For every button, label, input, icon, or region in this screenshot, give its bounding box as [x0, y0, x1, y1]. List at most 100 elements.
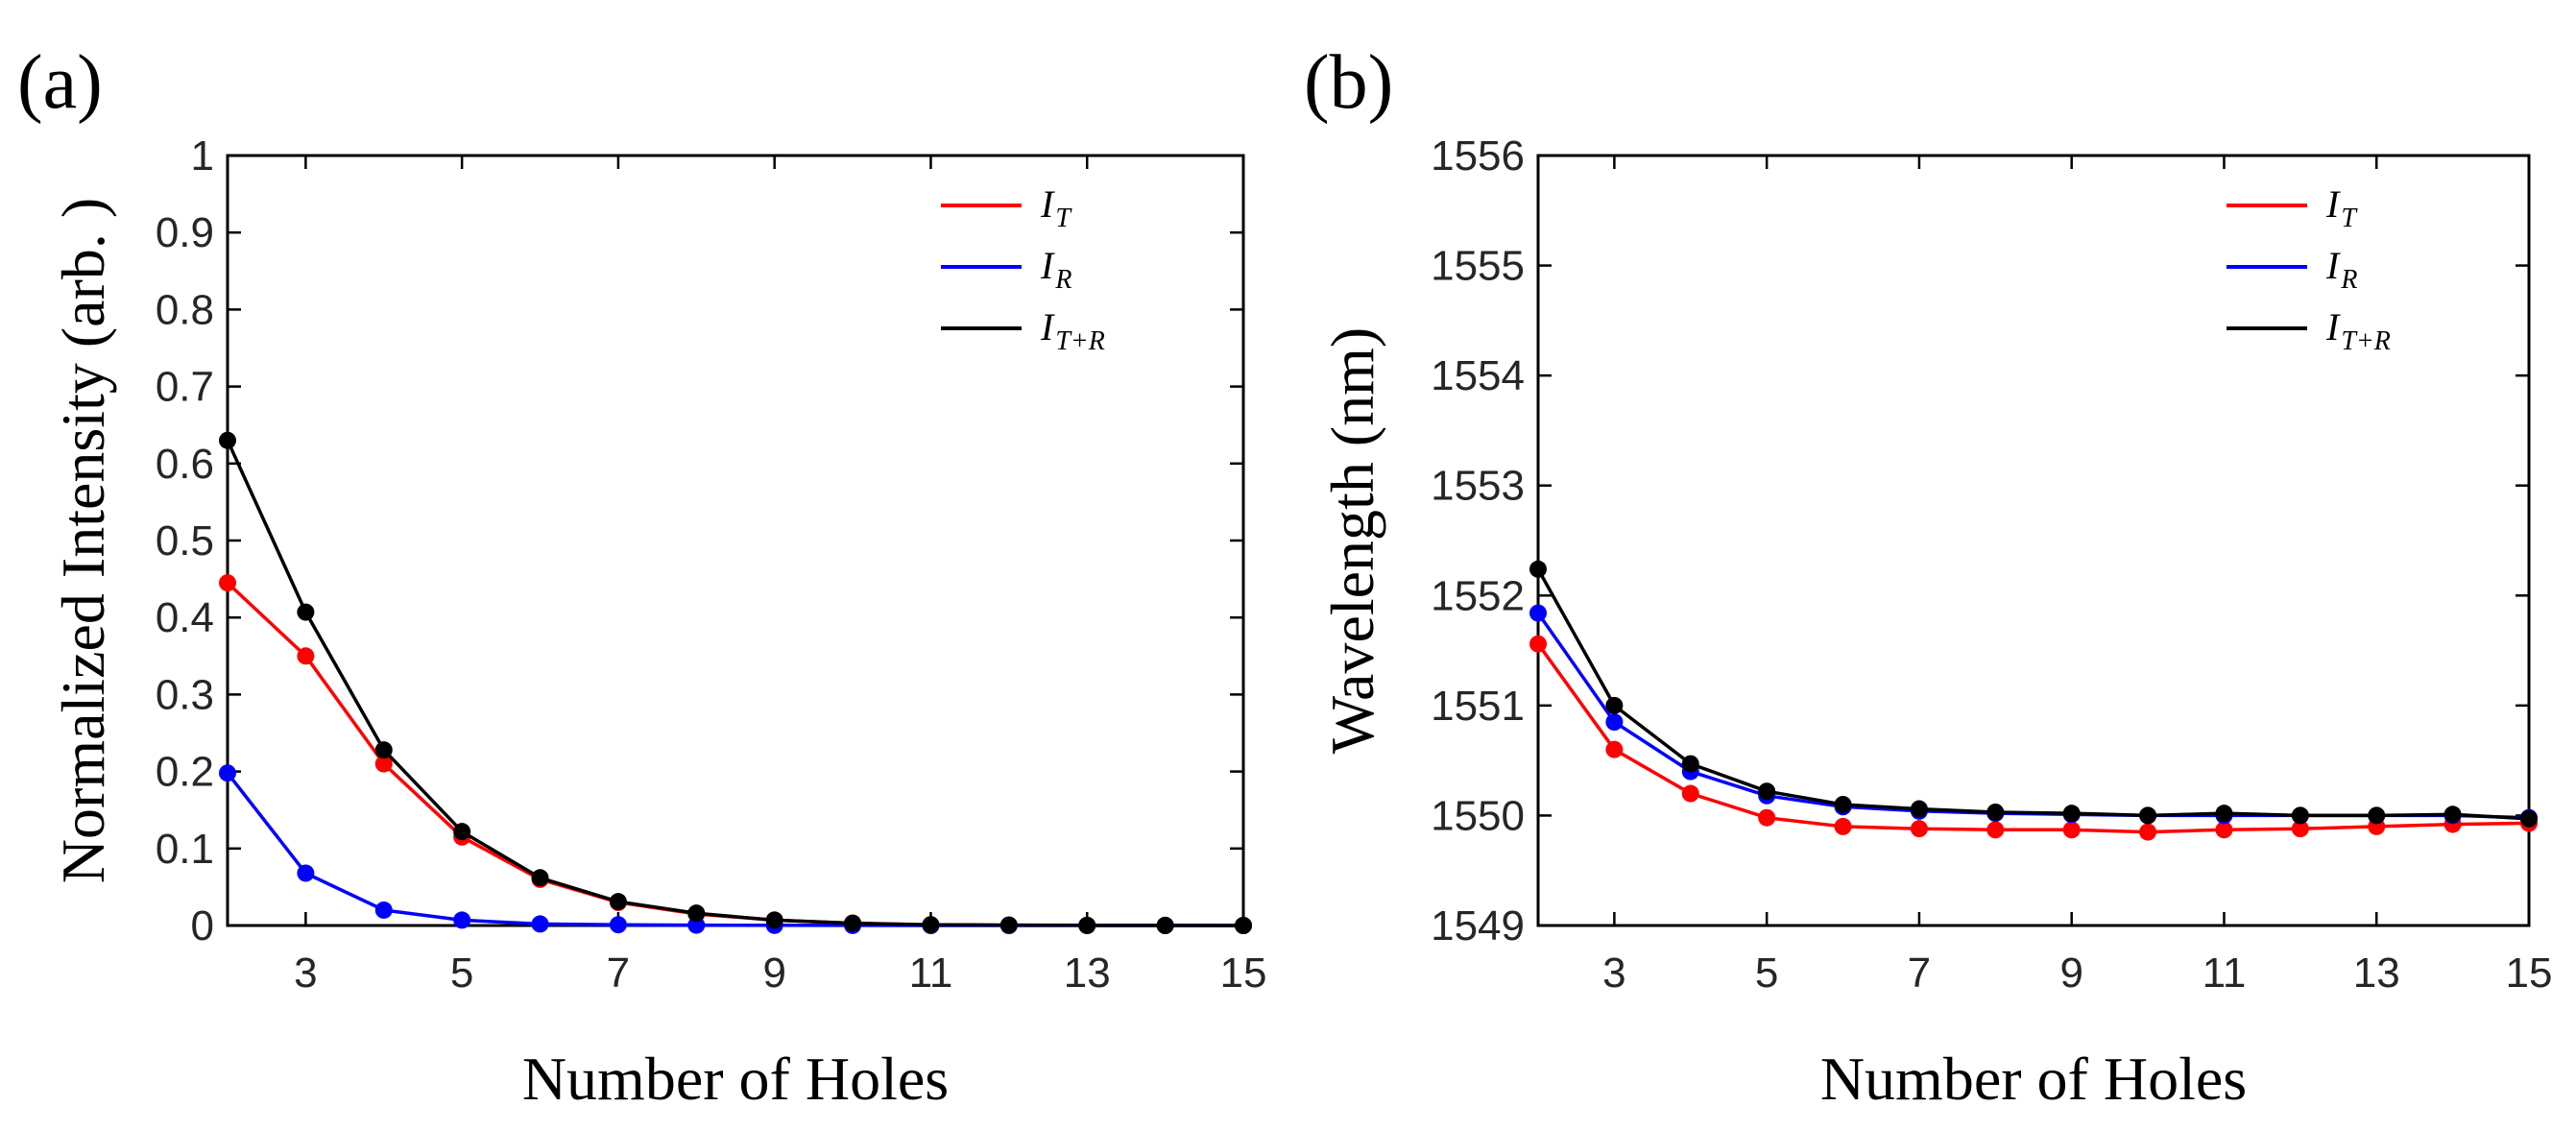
chart2-data-point	[2291, 806, 2309, 825]
chart2-y-axis-label: Wavelength (nm)	[1318, 327, 1386, 754]
chart2-data-point	[1910, 800, 1928, 818]
chart2-ytick-label: 1550	[1431, 792, 1525, 839]
chart2-ytick-label: 1553	[1431, 463, 1525, 510]
chart2-data-point	[2139, 806, 2157, 825]
chart1-data-point	[1078, 916, 1096, 934]
chart1-data-point	[1235, 917, 1252, 934]
chart2-data-point	[1758, 808, 1776, 827]
chart2-data-point	[1529, 604, 1547, 622]
chart2-legend-subscript: R	[2340, 265, 2357, 295]
chart1-ytick-label: 0.2	[156, 749, 214, 796]
chart2-data-point	[1681, 755, 1699, 773]
chart2-data-point	[2062, 821, 2081, 839]
chart2-xtick-label: 9	[2059, 950, 2082, 997]
chart2-data-point	[2368, 806, 2386, 825]
chart2-ytick-label: 1554	[1431, 352, 1525, 399]
chart2-series-T+R	[1529, 560, 2538, 828]
chart1-data-point	[844, 914, 862, 932]
chart2-legend-subscript: T	[2341, 204, 2358, 233]
chart1-xtick-label: 5	[450, 950, 473, 997]
chart1-xtick-label: 7	[607, 950, 630, 997]
chart1-legend-entry: IT	[1040, 182, 1072, 233]
chart2-series-T	[1529, 635, 2538, 841]
chart2-legend-name: I	[2325, 305, 2341, 349]
chart1-legend-entry: IR	[1040, 244, 1071, 295]
chart2-xtick-label: 13	[2353, 950, 2400, 997]
chart2-data-point	[1681, 784, 1699, 803]
chart2: (b) 1549 1550 1551 1552 1553 1554 1555 1556 3 5 7 9 1…	[1304, 40, 2552, 1113]
chart2-data-point	[1529, 635, 1547, 653]
chart2-data-point	[2139, 823, 2157, 841]
chart2-x-axis-label: Number of Holes	[1820, 1045, 2247, 1113]
chart2-data-point	[1834, 795, 1852, 813]
chart2-legend-entry: IT+R	[2325, 305, 2391, 356]
chart1-data-point	[531, 869, 549, 887]
chart2-series-R	[1529, 604, 2538, 827]
chart2-ytick-label: 1549	[1431, 902, 1525, 950]
chart1-ytick-label: 0	[191, 902, 214, 950]
chart1-ytick-label: 0.4	[156, 594, 214, 641]
chart1-ytick-label: 0.6	[156, 441, 214, 488]
chart2-ytick-label: 1556	[1431, 132, 1525, 180]
chart1-data-point	[453, 911, 471, 929]
chart2-legend-subscript: T+R	[2341, 326, 2391, 356]
chart1-ytick-label: 0.7	[156, 364, 214, 411]
chart1-xtick-label: 15	[1220, 950, 1267, 997]
chart2-xtick-label: 7	[1908, 950, 1931, 997]
chart2-data-point	[1605, 740, 1624, 758]
chart1-legend-name: I	[1040, 244, 1055, 287]
chart2-ytick-label: 1552	[1431, 572, 1525, 619]
chart2-data-point	[1529, 560, 1547, 578]
chart2-data-point	[1605, 713, 1624, 732]
chart1-xtick-label: 3	[294, 950, 317, 997]
chart1-data-point	[687, 916, 706, 934]
chart1-xtick-label: 13	[1064, 950, 1111, 997]
chart2-panel-label: (b)	[1304, 40, 1393, 125]
chart2-series-line	[1536, 642, 2530, 834]
chart2-data-point	[1986, 821, 2005, 839]
chart1-legend-name: I	[1040, 305, 1055, 349]
chart1-data-point	[374, 741, 393, 759]
chart1-data-point	[219, 764, 236, 782]
chart2-data-point	[1605, 696, 1624, 714]
chart2-data-point	[2291, 820, 2309, 838]
chart2-axes-box	[1536, 154, 2531, 927]
chart1-data-point	[1156, 916, 1174, 934]
chart1-x-axis-label: Number of Holes	[522, 1045, 949, 1113]
chart1-legend-subscript: R	[1054, 265, 1071, 295]
chart2-data-point	[2520, 809, 2538, 828]
chart1-data-point	[609, 893, 627, 911]
chart2-legend-entry: IT	[2325, 182, 2358, 233]
chart2-data-point	[1758, 782, 1776, 801]
chart1-data-point	[374, 901, 393, 919]
chart1-data-point	[374, 755, 393, 773]
chart2-data-point	[1834, 817, 1852, 835]
chart1-ytick-label: 0.5	[156, 517, 214, 565]
chart1-xtick-label: 11	[909, 950, 953, 997]
chart1-ytick-label: 1	[191, 132, 214, 180]
chart2-xtick-label: 5	[1755, 950, 1778, 997]
chart1-legend-name: I	[1040, 182, 1055, 226]
chart1-data-point	[219, 431, 236, 449]
chart2-legend-name: I	[2325, 182, 2341, 226]
chart2-xtick-label: 11	[2203, 950, 2247, 997]
chart1-xtick-label: 9	[762, 950, 785, 997]
chart2-xtick-label: 3	[1602, 950, 1625, 997]
chart1-data-point	[297, 647, 315, 665]
chart1-series-T+R	[219, 431, 1252, 934]
chart1-series-R	[219, 764, 1252, 934]
chart1-ytick-label: 0.9	[156, 209, 214, 256]
chart1-data-point	[297, 864, 315, 882]
chart1-panel-label: (a)	[17, 40, 103, 125]
chart1-data-point	[609, 916, 627, 934]
chart1-data-point	[219, 574, 236, 592]
chart2-legend-entry: IR	[2325, 244, 2357, 295]
chart1-data-point	[531, 915, 549, 933]
chart1-data-point	[765, 911, 783, 929]
chart1-data-point	[687, 904, 706, 923]
chart2-xtick-label: 15	[2506, 950, 2553, 997]
chart1-data-point	[297, 603, 315, 621]
chart1-series-T	[219, 574, 1252, 934]
